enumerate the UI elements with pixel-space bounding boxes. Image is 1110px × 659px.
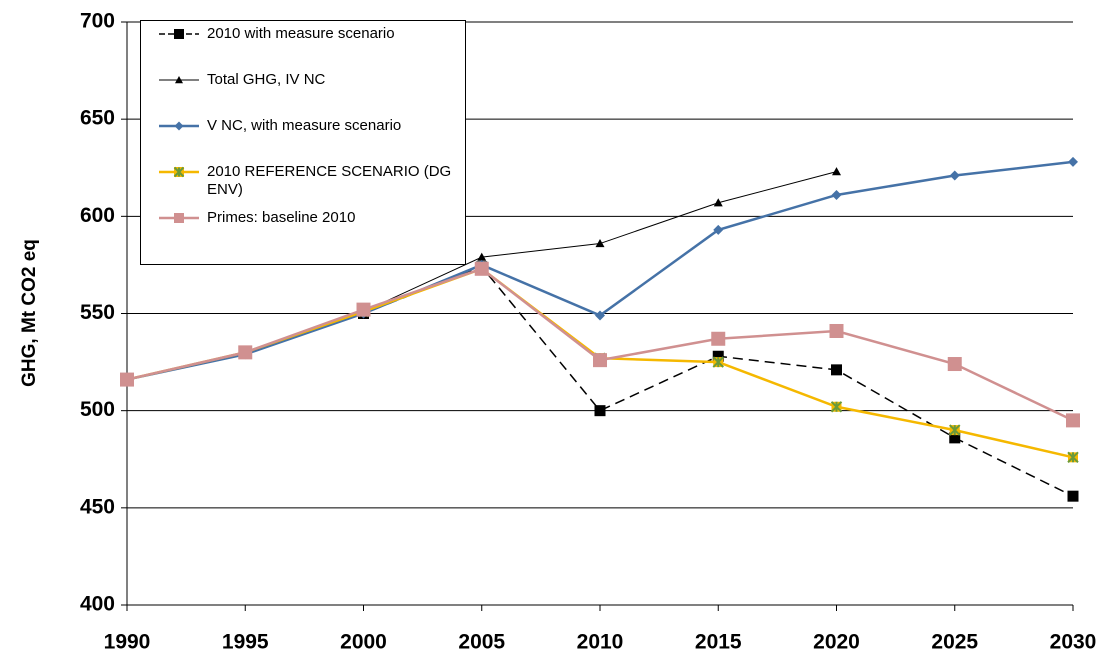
y-tick-label: 550: [80, 301, 115, 324]
y-tick-label: 600: [80, 204, 115, 227]
marker: [356, 302, 371, 317]
marker: [713, 224, 724, 235]
legend-entry: Total GHG, IV NC: [155, 71, 465, 117]
marker: [1067, 490, 1079, 502]
legend-label: Primes: baseline 2010: [207, 209, 356, 226]
marker: [947, 357, 962, 372]
marker: [175, 76, 183, 84]
marker: [477, 252, 487, 261]
marker: [595, 310, 605, 321]
marker: [949, 170, 960, 181]
marker: [832, 167, 841, 176]
marker: [174, 213, 184, 223]
legend-label: 2010 REFERENCE SCENARIO (DG ENV): [207, 163, 452, 198]
legend-label: 2010 with measure scenario: [207, 25, 395, 42]
x-tick-label: 2010: [577, 631, 624, 654]
y-tick-label: 700: [80, 10, 115, 33]
y-tick-label: 650: [80, 107, 115, 130]
x-tick-label: 2025: [931, 631, 978, 654]
marker: [949, 424, 961, 436]
marker: [711, 331, 726, 346]
marker: [712, 350, 724, 362]
marker: [831, 364, 842, 376]
x-tick-label: 2030: [1050, 631, 1097, 654]
marker: [173, 166, 185, 178]
y-tick-label: 450: [80, 495, 115, 518]
y-tick-label: 500: [80, 398, 115, 421]
legend-entry: 2010 with measure scenario: [155, 25, 465, 71]
legend-swatch: [159, 76, 199, 84]
marker: [594, 405, 606, 417]
marker: [712, 356, 724, 368]
marker: [831, 189, 842, 200]
series-line: [126, 265, 1074, 497]
legend-label: V NC, with measure scenario: [207, 117, 402, 134]
x-tick-label: 1990: [104, 631, 151, 654]
marker: [474, 261, 489, 276]
legend-entry: 2010 REFERENCE SCENARIO (DG ENV): [155, 163, 465, 209]
series-line: [126, 267, 1074, 422]
x-tick-label: 2020: [813, 631, 860, 654]
legend-swatch: [159, 29, 199, 39]
marker: [1066, 413, 1080, 428]
x-tick-label: 2015: [695, 631, 742, 654]
legend: 2010 with measure scenario Total GHG, IV …: [140, 20, 466, 265]
legend-entry: Primes: baseline 2010: [155, 209, 465, 255]
marker: [174, 121, 184, 131]
x-tick-label: 1995: [222, 631, 269, 654]
marker: [120, 372, 134, 387]
legend-label: Total GHG, IV NC: [207, 71, 326, 88]
legend-swatch: [159, 121, 199, 131]
y-tick-label: 400: [80, 593, 115, 616]
marker: [1068, 156, 1078, 167]
marker: [1067, 451, 1079, 464]
marker: [238, 345, 253, 360]
legend-swatch: [159, 213, 199, 223]
marker: [829, 323, 844, 338]
marker: [949, 432, 961, 444]
x-tick-label: 2000: [340, 631, 387, 654]
marker: [174, 29, 184, 39]
legend-entry: V NC, with measure scenario: [155, 117, 465, 163]
marker: [593, 353, 607, 368]
marker: [595, 239, 605, 248]
marker: [830, 401, 843, 413]
marker: [713, 198, 723, 207]
x-tick-label: 2005: [458, 631, 505, 654]
legend-swatch: [159, 166, 199, 178]
y-axis-label: GHG, Mt CO2 eq: [19, 239, 40, 387]
